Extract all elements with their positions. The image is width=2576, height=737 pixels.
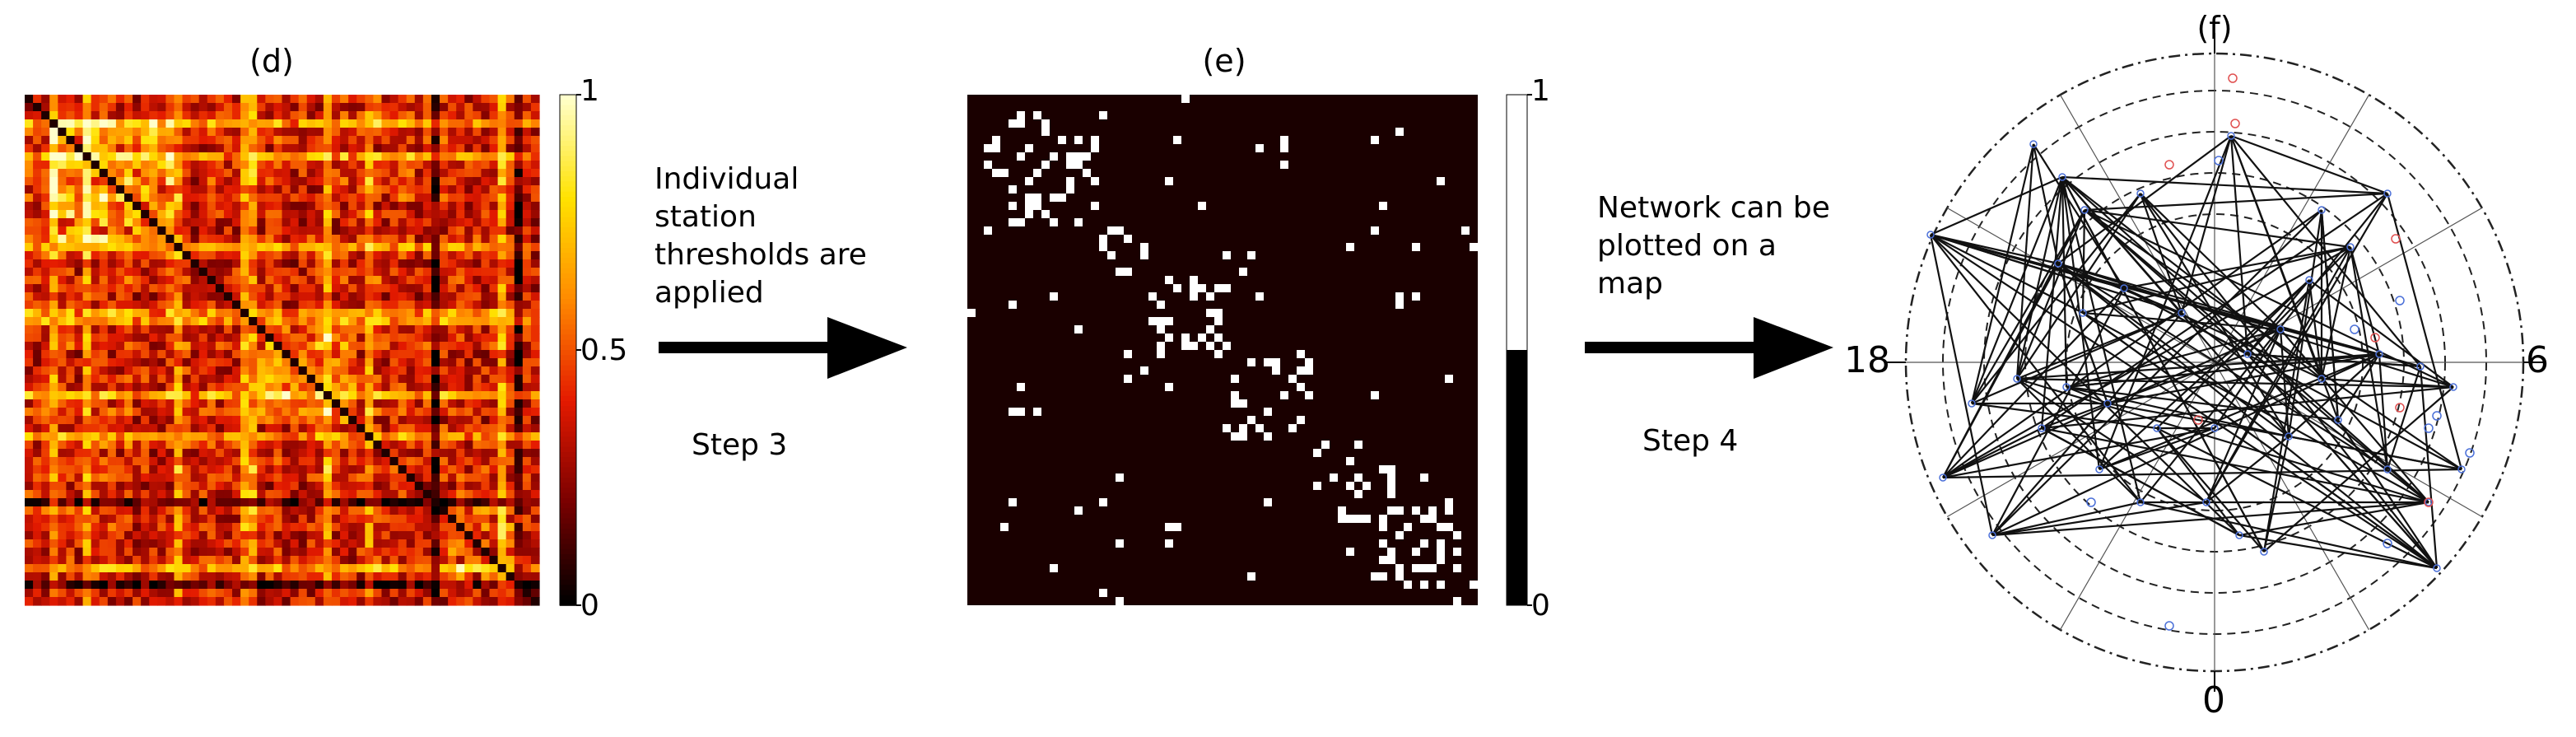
polar-label-left: 18	[1844, 339, 1890, 381]
step3-line-1: Individual	[654, 162, 799, 196]
step3-line-2: station	[654, 200, 757, 234]
step4-label: Step 4	[1642, 424, 1739, 458]
panel-d-label: (d)	[249, 43, 294, 79]
panel-e-label: (e)	[1202, 43, 1246, 79]
polar-network-map	[1885, 33, 2544, 692]
step3-line-4: applied	[654, 276, 764, 310]
colorbar-e	[1506, 94, 1532, 606]
step3-line-3: thresholds are	[654, 238, 867, 272]
step4-line-2: plotted on a	[1597, 229, 1777, 263]
colorbar-e-tick-0: 0	[1531, 589, 1550, 623]
colorbar-e-tick-1: 1	[1531, 74, 1550, 108]
step4-description: Network can be plotted on a map	[1597, 189, 1830, 303]
colorbar-d-tick-0.5: 0.5	[580, 334, 628, 367]
colorbar-d	[559, 94, 581, 606]
step4-line-3: map	[1597, 267, 1663, 301]
step3-label: Step 3	[692, 428, 788, 462]
colorbar-d-tick-0: 0	[580, 589, 599, 623]
step3-arrow-icon	[659, 317, 907, 379]
thresholded-adjacency-matrix	[967, 95, 1478, 605]
step4-arrow-icon	[1585, 317, 1833, 379]
step3-description: Individual station thresholds are applie…	[654, 161, 867, 312]
correlation-matrix-heatmap	[25, 95, 540, 606]
polar-label-bottom: 0	[2202, 679, 2225, 721]
polar-label-right: 6	[2526, 339, 2549, 381]
colorbar-d-tick-1: 1	[580, 74, 599, 108]
step4-line-1: Network can be	[1597, 191, 1830, 225]
